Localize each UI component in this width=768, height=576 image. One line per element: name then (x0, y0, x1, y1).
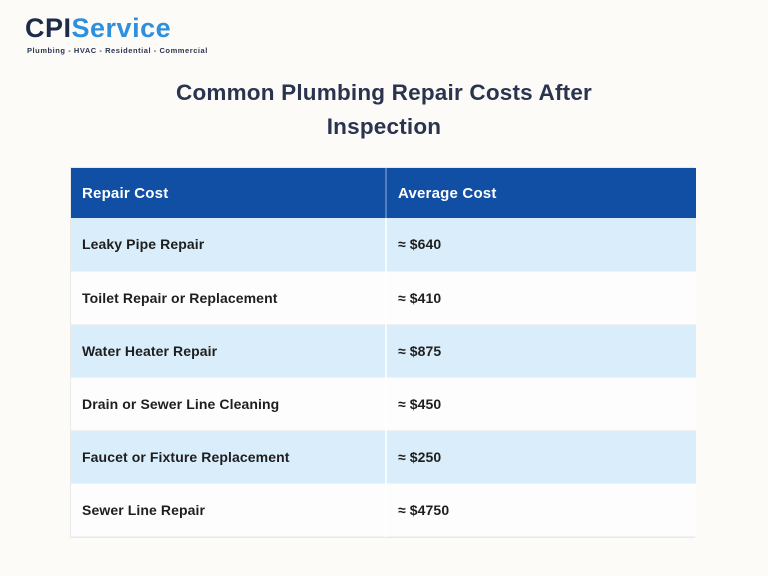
company-logo: CPIService Plumbing - HVAC - Residential… (25, 12, 208, 55)
average-cost-cell: ≈ $640 (386, 218, 696, 271)
average-cost-cell: ≈ $875 (386, 324, 696, 377)
average-cost-cell: ≈ $450 (386, 376, 696, 431)
page-title-line1: Common Plumbing Repair Costs After (176, 80, 592, 105)
logo-wordmark: CPIService (25, 12, 208, 44)
repair-costs-table: Repair Cost Average Cost Leaky Pipe Repa… (70, 167, 696, 538)
repair-name-cell: Toilet Repair or Replacement (71, 270, 387, 325)
column-header-average-cost: Average Cost (386, 168, 696, 218)
table-row: Drain or Sewer Line Cleaning ≈ $450 (71, 376, 696, 431)
logo-text-primary: CPI (25, 13, 72, 43)
repair-name-cell: Sewer Line Repair (71, 482, 387, 537)
repair-name-cell: Water Heater Repair (71, 324, 387, 377)
average-cost-cell: ≈ $4750 (386, 482, 696, 537)
logo-tagline: Plumbing - HVAC - Residential - Commerci… (27, 46, 208, 56)
repair-name-cell: Drain or Sewer Line Cleaning (71, 376, 387, 431)
table-header-row: Repair Cost Average Cost (71, 168, 696, 218)
page-title: Common Plumbing Repair Costs After Inspe… (0, 76, 768, 144)
table-row: Water Heater Repair ≈ $875 (71, 324, 696, 377)
column-header-repair-cost: Repair Cost (71, 168, 387, 218)
table-row: Faucet or Fixture Replacement ≈ $250 (71, 430, 696, 483)
page-title-line2: Inspection (326, 114, 442, 139)
table-row: Sewer Line Repair ≈ $4750 (71, 482, 696, 537)
repair-name-cell: Leaky Pipe Repair (71, 218, 387, 271)
average-cost-cell: ≈ $410 (386, 270, 696, 325)
table-row: Toilet Repair or Replacement ≈ $410 (71, 270, 696, 325)
table-row: Leaky Pipe Repair ≈ $640 (71, 218, 696, 271)
average-cost-cell: ≈ $250 (386, 430, 696, 483)
logo-text-secondary: Service (71, 13, 172, 43)
repair-name-cell: Faucet or Fixture Replacement (71, 430, 387, 483)
